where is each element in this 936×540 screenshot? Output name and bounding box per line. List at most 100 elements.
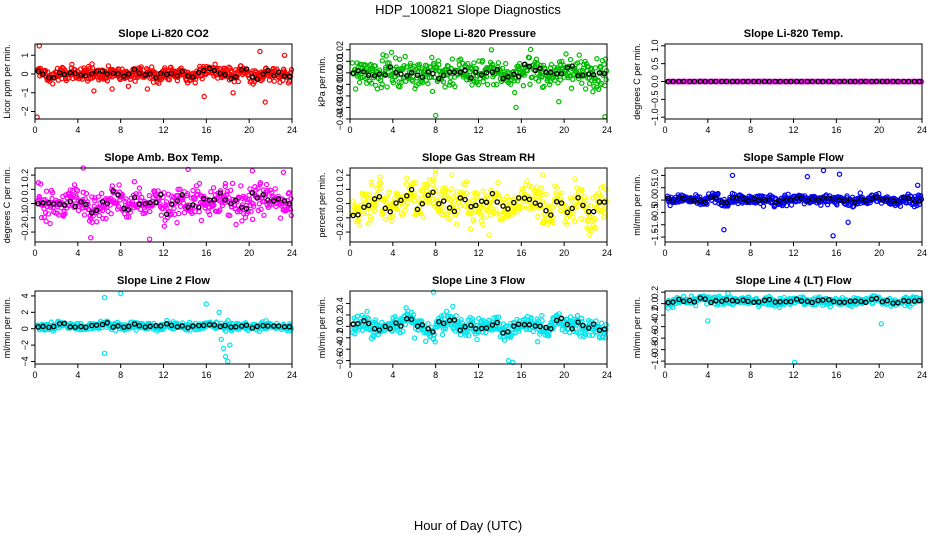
hourly-mean-point (185, 73, 191, 79)
data-points (349, 46, 610, 120)
x-tick-label: 24 (917, 370, 927, 380)
data-point (208, 189, 214, 195)
x-tick-label: 16 (201, 370, 211, 380)
hourly-mean-point (83, 72, 89, 79)
data-point (467, 226, 474, 232)
hourly-mean-point (217, 70, 224, 77)
data-point (412, 85, 418, 92)
hourly-mean-point (798, 78, 805, 85)
x-tick-label: 24 (602, 125, 612, 135)
outlier-point (146, 236, 153, 242)
data-point (567, 56, 574, 63)
hourly-mean-point (35, 68, 41, 75)
hourly-mean-point (511, 199, 517, 206)
hourly-mean-point (836, 78, 843, 85)
data-point (481, 214, 487, 221)
data-point (538, 62, 544, 69)
hourly-mean-point (543, 69, 549, 76)
data-point (379, 81, 385, 87)
data-point (601, 61, 607, 68)
x-tick-label: 0 (32, 370, 37, 380)
hourly-mean-point (515, 73, 522, 80)
data-point (402, 207, 408, 214)
data-point (71, 182, 78, 188)
y-tick-label: 0.01 (335, 53, 345, 71)
outlier-point (729, 172, 736, 179)
x-tick-label: 20 (874, 248, 884, 258)
outlier-point (203, 301, 209, 307)
hourly-mean-point (361, 69, 367, 75)
data-point (196, 209, 202, 215)
data-point (352, 86, 359, 92)
x-tick-label: 16 (201, 125, 211, 135)
hourly-mean-point (371, 73, 378, 79)
hourly-mean-point (895, 78, 901, 85)
data-point (45, 211, 52, 217)
outlier-point (87, 234, 94, 241)
outlier-point (433, 112, 439, 119)
outlier-point (91, 88, 97, 94)
data-point (277, 215, 284, 221)
hourly-mean-point (680, 78, 687, 85)
hourly-mean-point (462, 67, 468, 73)
data-point (349, 60, 356, 66)
x-tick-label: 4 (390, 248, 395, 258)
hourly-mean-point (365, 72, 372, 79)
y-tick-label: 2 (20, 310, 30, 315)
hourly-mean-point (142, 72, 149, 78)
data-point (857, 190, 864, 196)
x-tick-label: 24 (287, 248, 297, 258)
hourly-mean-point (526, 63, 533, 70)
hourly-mean-point (713, 298, 719, 304)
hourly-mean-point (414, 72, 421, 78)
data-point (471, 60, 477, 66)
x-tick-label: 20 (559, 125, 569, 135)
panel-title: Slope Line 4 (LT) Flow (736, 275, 852, 287)
data-point (538, 185, 545, 191)
y-axis-label: ml/min per min. (632, 174, 642, 236)
data-point (190, 187, 196, 194)
hourly-mean-point (830, 78, 837, 85)
data-point (527, 81, 533, 88)
hourly-mean-point (558, 200, 565, 206)
hourly-mean-point (67, 70, 74, 76)
data-point (174, 77, 181, 84)
data-point (93, 219, 100, 225)
y-axis-label: ml/min per min. (2, 297, 12, 359)
x-tick-label: 12 (158, 370, 168, 380)
data-point (392, 55, 399, 61)
data-point (229, 180, 236, 187)
data-point (98, 190, 105, 197)
outlier-point (450, 303, 456, 310)
panel-title: Slope Amb. Box Temp. (104, 152, 223, 164)
data-point (590, 88, 596, 95)
data-point (249, 216, 256, 222)
data-point (532, 64, 538, 71)
data-point (603, 76, 609, 83)
hourly-mean-point (863, 78, 869, 85)
data-point (108, 210, 114, 217)
data-point (147, 208, 153, 215)
data-point (418, 79, 424, 85)
outlier-point (222, 353, 229, 360)
data-point (495, 179, 501, 186)
y-tick-label: 0.5 (650, 57, 660, 70)
outlier-point (486, 232, 492, 238)
x-tick-label: 8 (433, 370, 438, 380)
x-tick-label: 4 (75, 370, 80, 380)
data-point (420, 214, 427, 220)
outlier-point (225, 358, 231, 365)
data-point (199, 75, 205, 82)
data-point (563, 51, 569, 57)
outlier-point (505, 357, 512, 364)
hourly-mean-point (586, 71, 592, 77)
x-tick-label: 8 (118, 248, 123, 258)
y-tick-label: −4 (20, 356, 30, 366)
data-point (50, 81, 56, 87)
data-point (557, 77, 564, 83)
data-point (271, 78, 277, 84)
data-point (449, 186, 455, 192)
data-point (261, 212, 267, 218)
